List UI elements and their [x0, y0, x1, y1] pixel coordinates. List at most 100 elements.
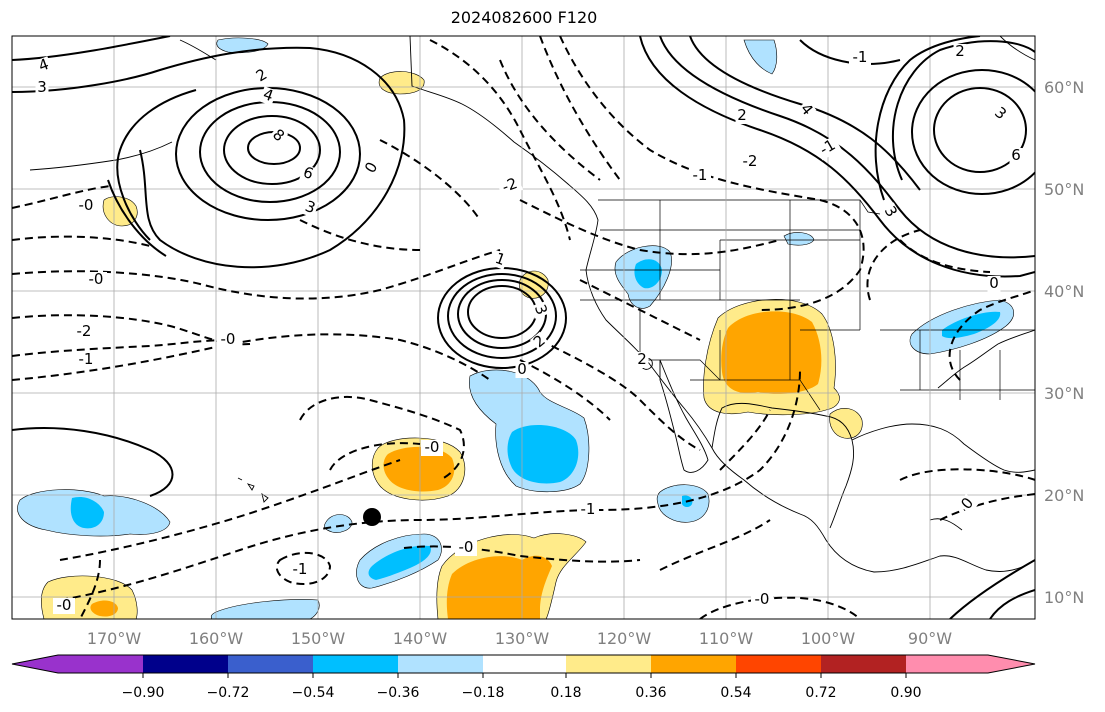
contour-label-background — [739, 154, 761, 170]
map-title: 2024082600 F120 — [450, 8, 598, 27]
contour-label-background — [299, 164, 317, 184]
contour-label-background — [530, 301, 550, 319]
colorbar-segment — [313, 655, 398, 673]
lat-tick-label: 50°N — [1044, 180, 1084, 199]
lat-tick-label: 20°N — [1044, 486, 1084, 505]
contour-label-background — [75, 352, 97, 368]
colorbar-tick-label: −0.18 — [462, 685, 505, 701]
lat-tick-label: 40°N — [1044, 282, 1084, 301]
coastlines — [29, 36, 1035, 573]
contour-labels: 43248630-0-0-2-1-01320-2-12-1-0-0-1-2-0-… — [35, 42, 1023, 614]
contour-label-background — [751, 592, 773, 608]
contour-label-background — [35, 80, 49, 96]
colorbar-tick-label: −0.54 — [292, 685, 335, 701]
contour-label-background — [252, 65, 272, 87]
lon-tick-label: 140°W — [393, 629, 448, 648]
contour-label-background — [515, 362, 529, 378]
contour-label-background — [73, 324, 95, 340]
contour-label-background — [361, 158, 383, 178]
contour-label: 2 — [637, 350, 647, 368]
lon-tick-label: 160°W — [189, 629, 244, 648]
lat-tick-label: 30°N — [1044, 384, 1084, 403]
colorbar-tick-label: 0.72 — [805, 685, 836, 701]
contour-label-background — [735, 108, 749, 124]
contour-label: -1 — [693, 166, 708, 184]
lon-tick-label: 120°W — [597, 629, 652, 648]
contour-label: -1 — [581, 500, 596, 518]
lat-tick-label: 60°N — [1044, 78, 1084, 97]
colorbar-tick-label: 0.54 — [720, 685, 751, 701]
colorbar-tick-label: −0.36 — [377, 685, 420, 701]
contour-label-background — [496, 174, 524, 198]
contour-label-background — [849, 50, 871, 66]
lon-tick-label: 170°W — [87, 629, 142, 648]
lon-tick-label: 100°W — [801, 629, 856, 648]
contour-label: -2 — [77, 322, 92, 340]
contour-label-background — [529, 331, 551, 353]
colorbar-segment — [736, 655, 821, 673]
lon-tick-label: 110°W — [699, 629, 754, 648]
contour-label-background — [421, 440, 443, 456]
contour-label-background — [879, 202, 901, 222]
contour-label: -0 — [755, 590, 770, 608]
contour-label: -1 — [79, 350, 94, 368]
contour-label: -2 — [743, 152, 758, 170]
contour-label: -0 — [425, 438, 440, 456]
colorbar-segment — [228, 655, 313, 673]
graticule — [12, 36, 1035, 619]
contour-label-background — [53, 598, 75, 614]
contour-label: -0 — [79, 196, 94, 214]
colorbar-segment — [821, 655, 906, 673]
contour-label-background — [795, 99, 817, 121]
contour-label: -0 — [57, 596, 72, 614]
contour-label-background — [85, 272, 107, 288]
shade-neg-mid — [368, 545, 431, 580]
shade-neg-mid — [70, 496, 104, 529]
positive-contours — [12, 36, 1035, 619]
shade-neg-mid — [634, 259, 662, 289]
shade-pos-mid — [383, 446, 455, 492]
shade-pos-light — [829, 408, 863, 439]
lon-tick-label: 130°W — [495, 629, 550, 648]
colorbar-extend-low — [12, 655, 58, 673]
colorbar-segment — [398, 655, 483, 673]
contour-label: -0 — [221, 330, 236, 348]
contour-label: 6 — [1011, 146, 1021, 164]
negative-contours — [12, 36, 1035, 619]
contour-label-background — [1009, 148, 1023, 164]
lon-tick-label: 150°W — [291, 629, 346, 648]
contour-label-background — [455, 540, 477, 556]
map-panel — [12, 36, 1035, 619]
map-frame — [11, 35, 1036, 620]
colorbar-segment — [906, 655, 988, 673]
contour-label-background — [989, 103, 1011, 125]
colorbar-tick-label: 0.18 — [550, 685, 581, 701]
contour-label-background — [301, 198, 319, 218]
colorbar-segment — [58, 655, 143, 673]
colorbar-outline — [11, 654, 1036, 674]
contour-label: 0 — [989, 274, 999, 292]
contour-label: -2 — [500, 174, 520, 196]
contour-label: -0 — [459, 538, 474, 556]
contour-label-background — [35, 56, 53, 76]
contour-label: 0 — [517, 360, 527, 378]
contour-label-background — [259, 86, 277, 106]
shade-pos-mid — [721, 311, 822, 394]
colorbar-tick-label: 0.90 — [890, 685, 921, 701]
contour-label-background — [987, 276, 1001, 292]
colorbar-tick-label: 0.36 — [635, 685, 666, 701]
contour-label-background — [217, 332, 239, 348]
contour-label: 3 — [37, 78, 47, 96]
lat-tick-label: 10°N — [1044, 588, 1084, 607]
contour-label-background — [689, 168, 711, 184]
contour-label: -0 — [89, 270, 104, 288]
colorbar-tick-label: −0.72 — [207, 685, 250, 701]
contour-label-background — [75, 198, 97, 214]
shade-neg-light — [210, 599, 320, 619]
contour-label: 2 — [955, 42, 965, 60]
contour-label-background — [953, 44, 967, 60]
contour-label-background — [577, 502, 599, 518]
contour-label: -1 — [853, 48, 868, 66]
contour-label: 2 — [737, 106, 747, 124]
